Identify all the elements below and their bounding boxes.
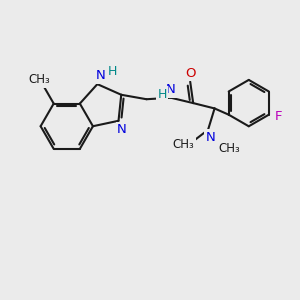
Text: N: N xyxy=(166,83,176,96)
Text: F: F xyxy=(274,110,282,123)
Text: H: H xyxy=(157,88,167,101)
Text: O: O xyxy=(185,67,196,80)
Text: N: N xyxy=(96,69,106,82)
Text: CH₃: CH₃ xyxy=(172,138,194,151)
Text: CH₃: CH₃ xyxy=(28,73,50,86)
Text: N: N xyxy=(117,123,127,136)
Text: CH₃: CH₃ xyxy=(219,142,241,155)
Text: H: H xyxy=(108,65,118,78)
Text: N: N xyxy=(206,131,215,144)
